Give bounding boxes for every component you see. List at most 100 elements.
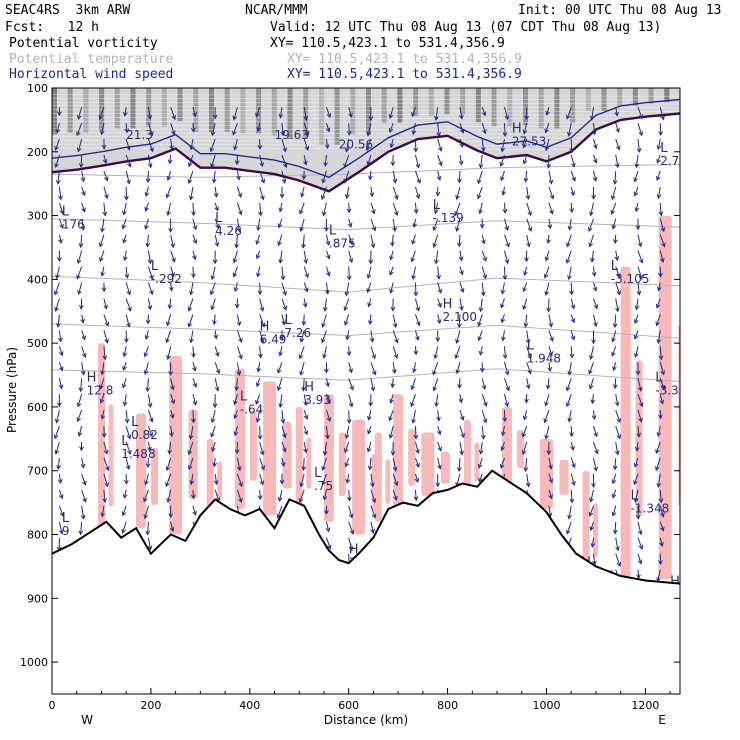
wind-arrowhead [591, 130, 597, 136]
extremum-value: 4.26 [215, 224, 242, 238]
moist-shade-column [282, 421, 292, 489]
wind-vector [637, 409, 642, 422]
wind-arrowhead [390, 451, 396, 457]
model-title: SEAC4RS 3km ARW [5, 3, 131, 18]
wind-arrowhead [454, 211, 459, 217]
wind-vector [659, 346, 662, 360]
wind-vector [255, 394, 261, 405]
wind-vector [101, 362, 105, 375]
wind-arrowhead [459, 114, 464, 120]
wind-arrowhead [635, 225, 641, 231]
extremum-low-letter: L [655, 370, 663, 385]
wind-arrowhead [346, 130, 352, 136]
wind-vector [481, 394, 487, 407]
wind-vector [122, 218, 127, 229]
isentrope-line [52, 323, 680, 339]
wind-arrowhead [393, 481, 399, 487]
wind-arrowhead [615, 546, 620, 552]
wind-arrowhead [593, 322, 598, 328]
wind-arrowhead [633, 480, 638, 486]
wind-arrowhead [58, 494, 64, 500]
wind-vector [437, 457, 441, 469]
wind-vector [655, 457, 661, 471]
wind-vector [414, 489, 417, 501]
wind-arrowhead [587, 226, 593, 232]
wind-vector [636, 441, 639, 451]
wind-vector [81, 170, 85, 182]
wind-vector [633, 473, 639, 485]
wind-arrowhead [76, 402, 82, 408]
wind-vector [591, 107, 594, 120]
wind-vector [566, 234, 572, 247]
wind-vector [101, 266, 105, 276]
wind-arrowhead [347, 222, 353, 228]
wind-arrowhead [525, 384, 531, 390]
wind-vector [615, 282, 621, 295]
wind-vector [568, 505, 572, 519]
extremum-low-letter: L [329, 224, 337, 239]
wind-vector [612, 218, 617, 229]
wind-vector [234, 409, 238, 419]
wind-vector [411, 378, 416, 390]
wind-vector [100, 394, 105, 403]
wind-arrowhead [611, 511, 617, 517]
wind-vector [526, 202, 532, 216]
wind-vector [590, 202, 594, 216]
wind-arrowhead [480, 291, 486, 297]
west-end-label: W [81, 713, 93, 727]
wind-arrowhead [238, 497, 243, 503]
wind-vector [166, 314, 172, 326]
wind-vector [503, 394, 509, 407]
wind-vector [303, 138, 309, 151]
wind-arrowhead [148, 432, 154, 438]
wind-arrowhead [612, 180, 618, 185]
wind-arrowhead [637, 559, 643, 565]
wind-arrowhead [348, 513, 354, 519]
wind-vector [348, 410, 350, 424]
wind-vector [81, 314, 84, 323]
wind-vector [614, 457, 617, 470]
wind-arrowhead [569, 353, 575, 359]
legend-pv-name: Potential vorticity [9, 36, 158, 51]
isentrope-line [52, 164, 680, 178]
wind-arrowhead [80, 177, 86, 183]
wind-vector [58, 362, 63, 371]
wind-arrowhead [655, 466, 660, 472]
wind-vector [614, 314, 617, 328]
wind-arrowhead [187, 322, 193, 328]
wind-vector [478, 314, 483, 327]
wind-arrowhead [567, 225, 573, 231]
wind-arrowhead [212, 259, 218, 265]
wind-vector [147, 409, 153, 422]
wind-arrowhead [233, 431, 239, 437]
wind-arrowhead [459, 287, 465, 293]
wind-vector [525, 170, 528, 182]
wind-vector [55, 154, 60, 168]
wind-vector [58, 489, 63, 499]
wind-arrowhead [258, 211, 263, 217]
wind-vector [548, 186, 554, 199]
wind-arrowhead [438, 161, 443, 167]
wind-arrowhead [589, 497, 594, 503]
moist-shade-column [559, 459, 569, 495]
wind-arrowhead [301, 386, 306, 392]
wind-vector [235, 234, 238, 248]
wind-arrowhead [56, 402, 62, 408]
wind-arrowhead [321, 211, 327, 217]
wind-vector [214, 489, 220, 502]
wind-vector [456, 362, 461, 374]
wind-arrowhead [122, 210, 127, 216]
stratosphere-isentrope [52, 117, 680, 120]
wind-arrowhead [170, 399, 176, 405]
wind-arrowhead [147, 163, 153, 169]
moist-shade-column [582, 470, 590, 580]
wind-vector [612, 330, 617, 342]
stratosphere-isentrope [52, 94, 680, 97]
wind-arrowhead [260, 322, 266, 328]
wind-vector [657, 569, 661, 582]
wind-arrowhead [367, 465, 373, 471]
wind-arrowhead [480, 434, 486, 440]
wind-vector [659, 537, 663, 547]
wind-vector [548, 202, 553, 214]
stratosphere-isentrope [52, 97, 680, 101]
